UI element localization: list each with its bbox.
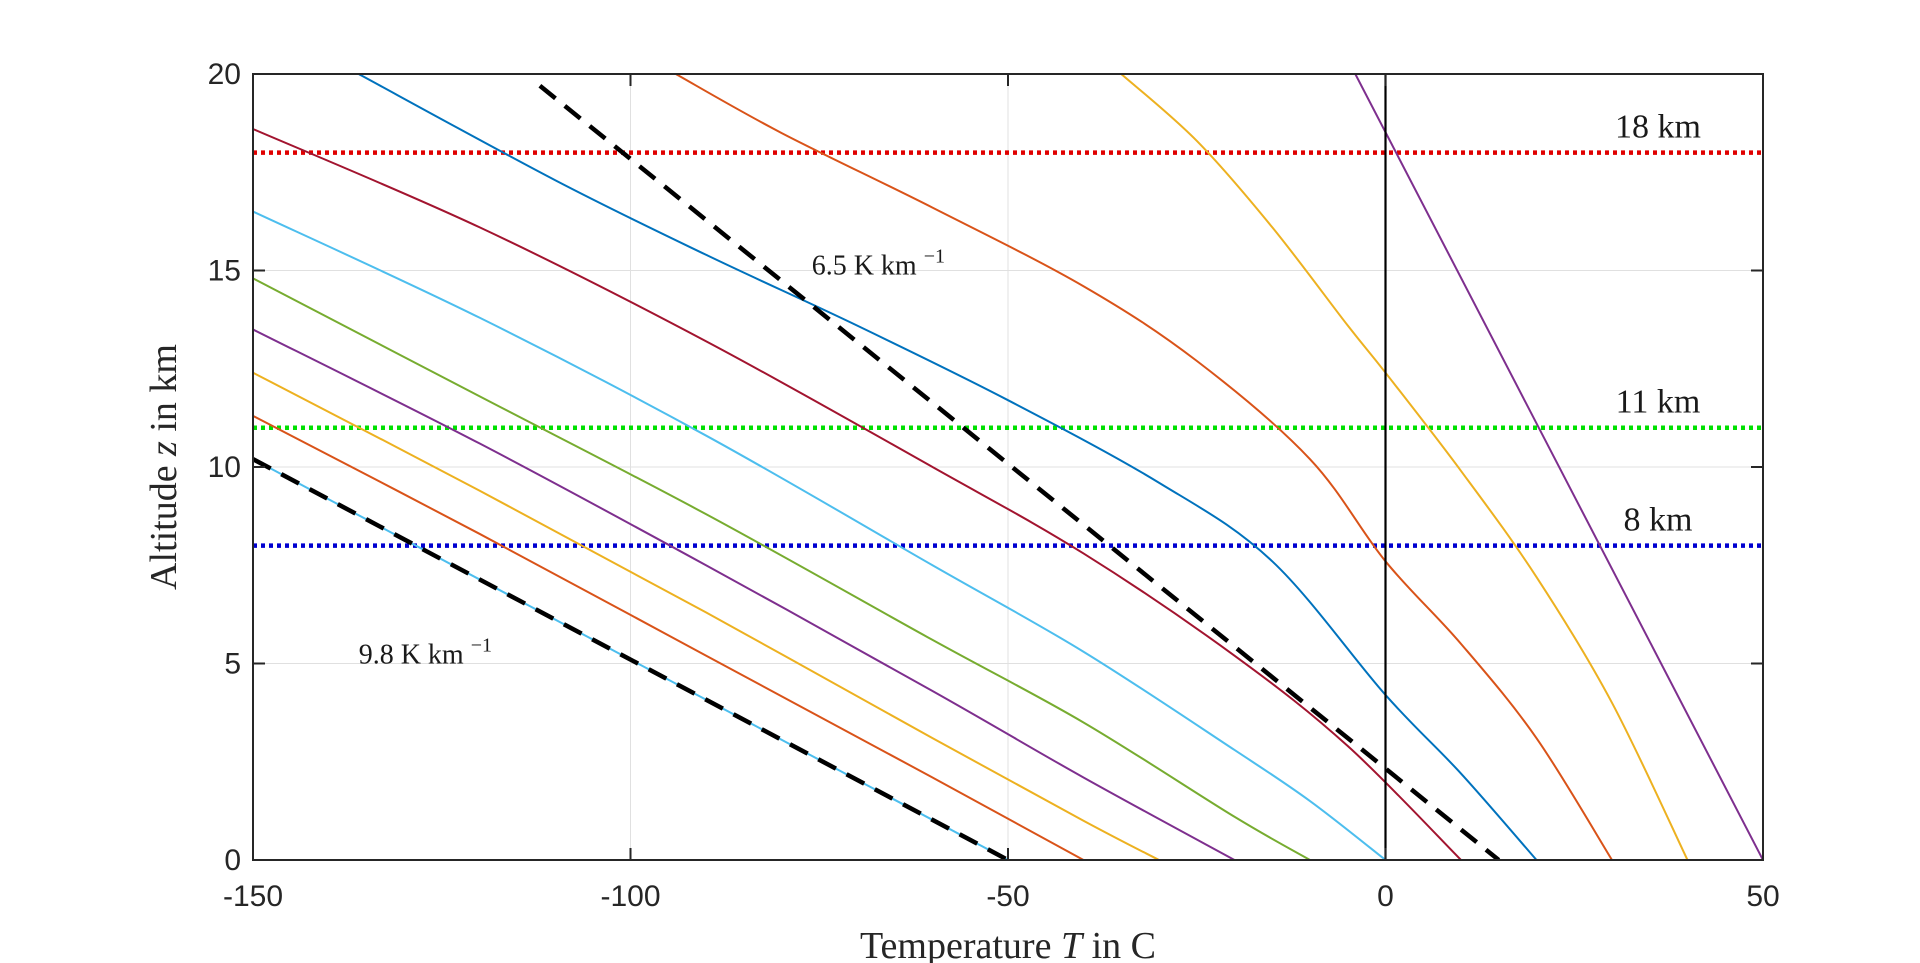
- y-tick-labels: 0 5 10 15 20: [208, 58, 241, 877]
- dashed-dry-adiabat: [253, 457, 1010, 860]
- series-line: [1120, 74, 1689, 860]
- x-tick-label: -50: [986, 880, 1029, 913]
- series-line: [675, 74, 1613, 860]
- series-line: [358, 74, 1538, 860]
- y-tick-label: 5: [224, 648, 241, 681]
- y-tick-label: 20: [208, 58, 241, 91]
- tick-marks: [252, 73, 1764, 861]
- series-line: [253, 415, 1084, 860]
- series-line: [253, 210, 1387, 860]
- x-axis-label: Temperature T in C: [860, 925, 1156, 963]
- series-line: [1354, 74, 1763, 860]
- x-tick-label: 0: [1377, 880, 1394, 913]
- dashed-lapse-lines: [253, 84, 1501, 860]
- series-line: [253, 128, 1462, 860]
- annotation-lapse-rate-65: 6.5 K km −1: [812, 245, 945, 281]
- x-tick-label: 50: [1746, 880, 1779, 913]
- x-tick-label: -100: [600, 880, 660, 913]
- series-line: [253, 371, 1160, 860]
- x-tick-label: -150: [223, 880, 283, 913]
- x-tick-labels: -150 -100 -50 0 50: [223, 880, 1780, 913]
- data-series: [253, 74, 1763, 860]
- series-line: [253, 328, 1235, 860]
- annotations: 6.5 K km −1 9.8 K km −1: [359, 245, 945, 670]
- y-tick-label: 15: [208, 255, 241, 288]
- y-tick-label: 0: [224, 844, 241, 877]
- ref-label-tropopause-8: 8 km: [1624, 502, 1693, 539]
- reference-line-labels: 18 km 11 km 8 km: [1615, 109, 1701, 539]
- ref-label-tropopause-18: 18 km: [1615, 109, 1701, 146]
- annotation-lapse-rate-98: 9.8 K km −1: [359, 635, 492, 671]
- series-line: [253, 277, 1311, 860]
- dashed-standard-lapse: [538, 84, 1501, 860]
- ref-label-tropopause-11: 11 km: [1616, 384, 1701, 421]
- y-tick-label: 10: [208, 451, 241, 484]
- y-axis-label: Altitude z in km: [143, 344, 185, 590]
